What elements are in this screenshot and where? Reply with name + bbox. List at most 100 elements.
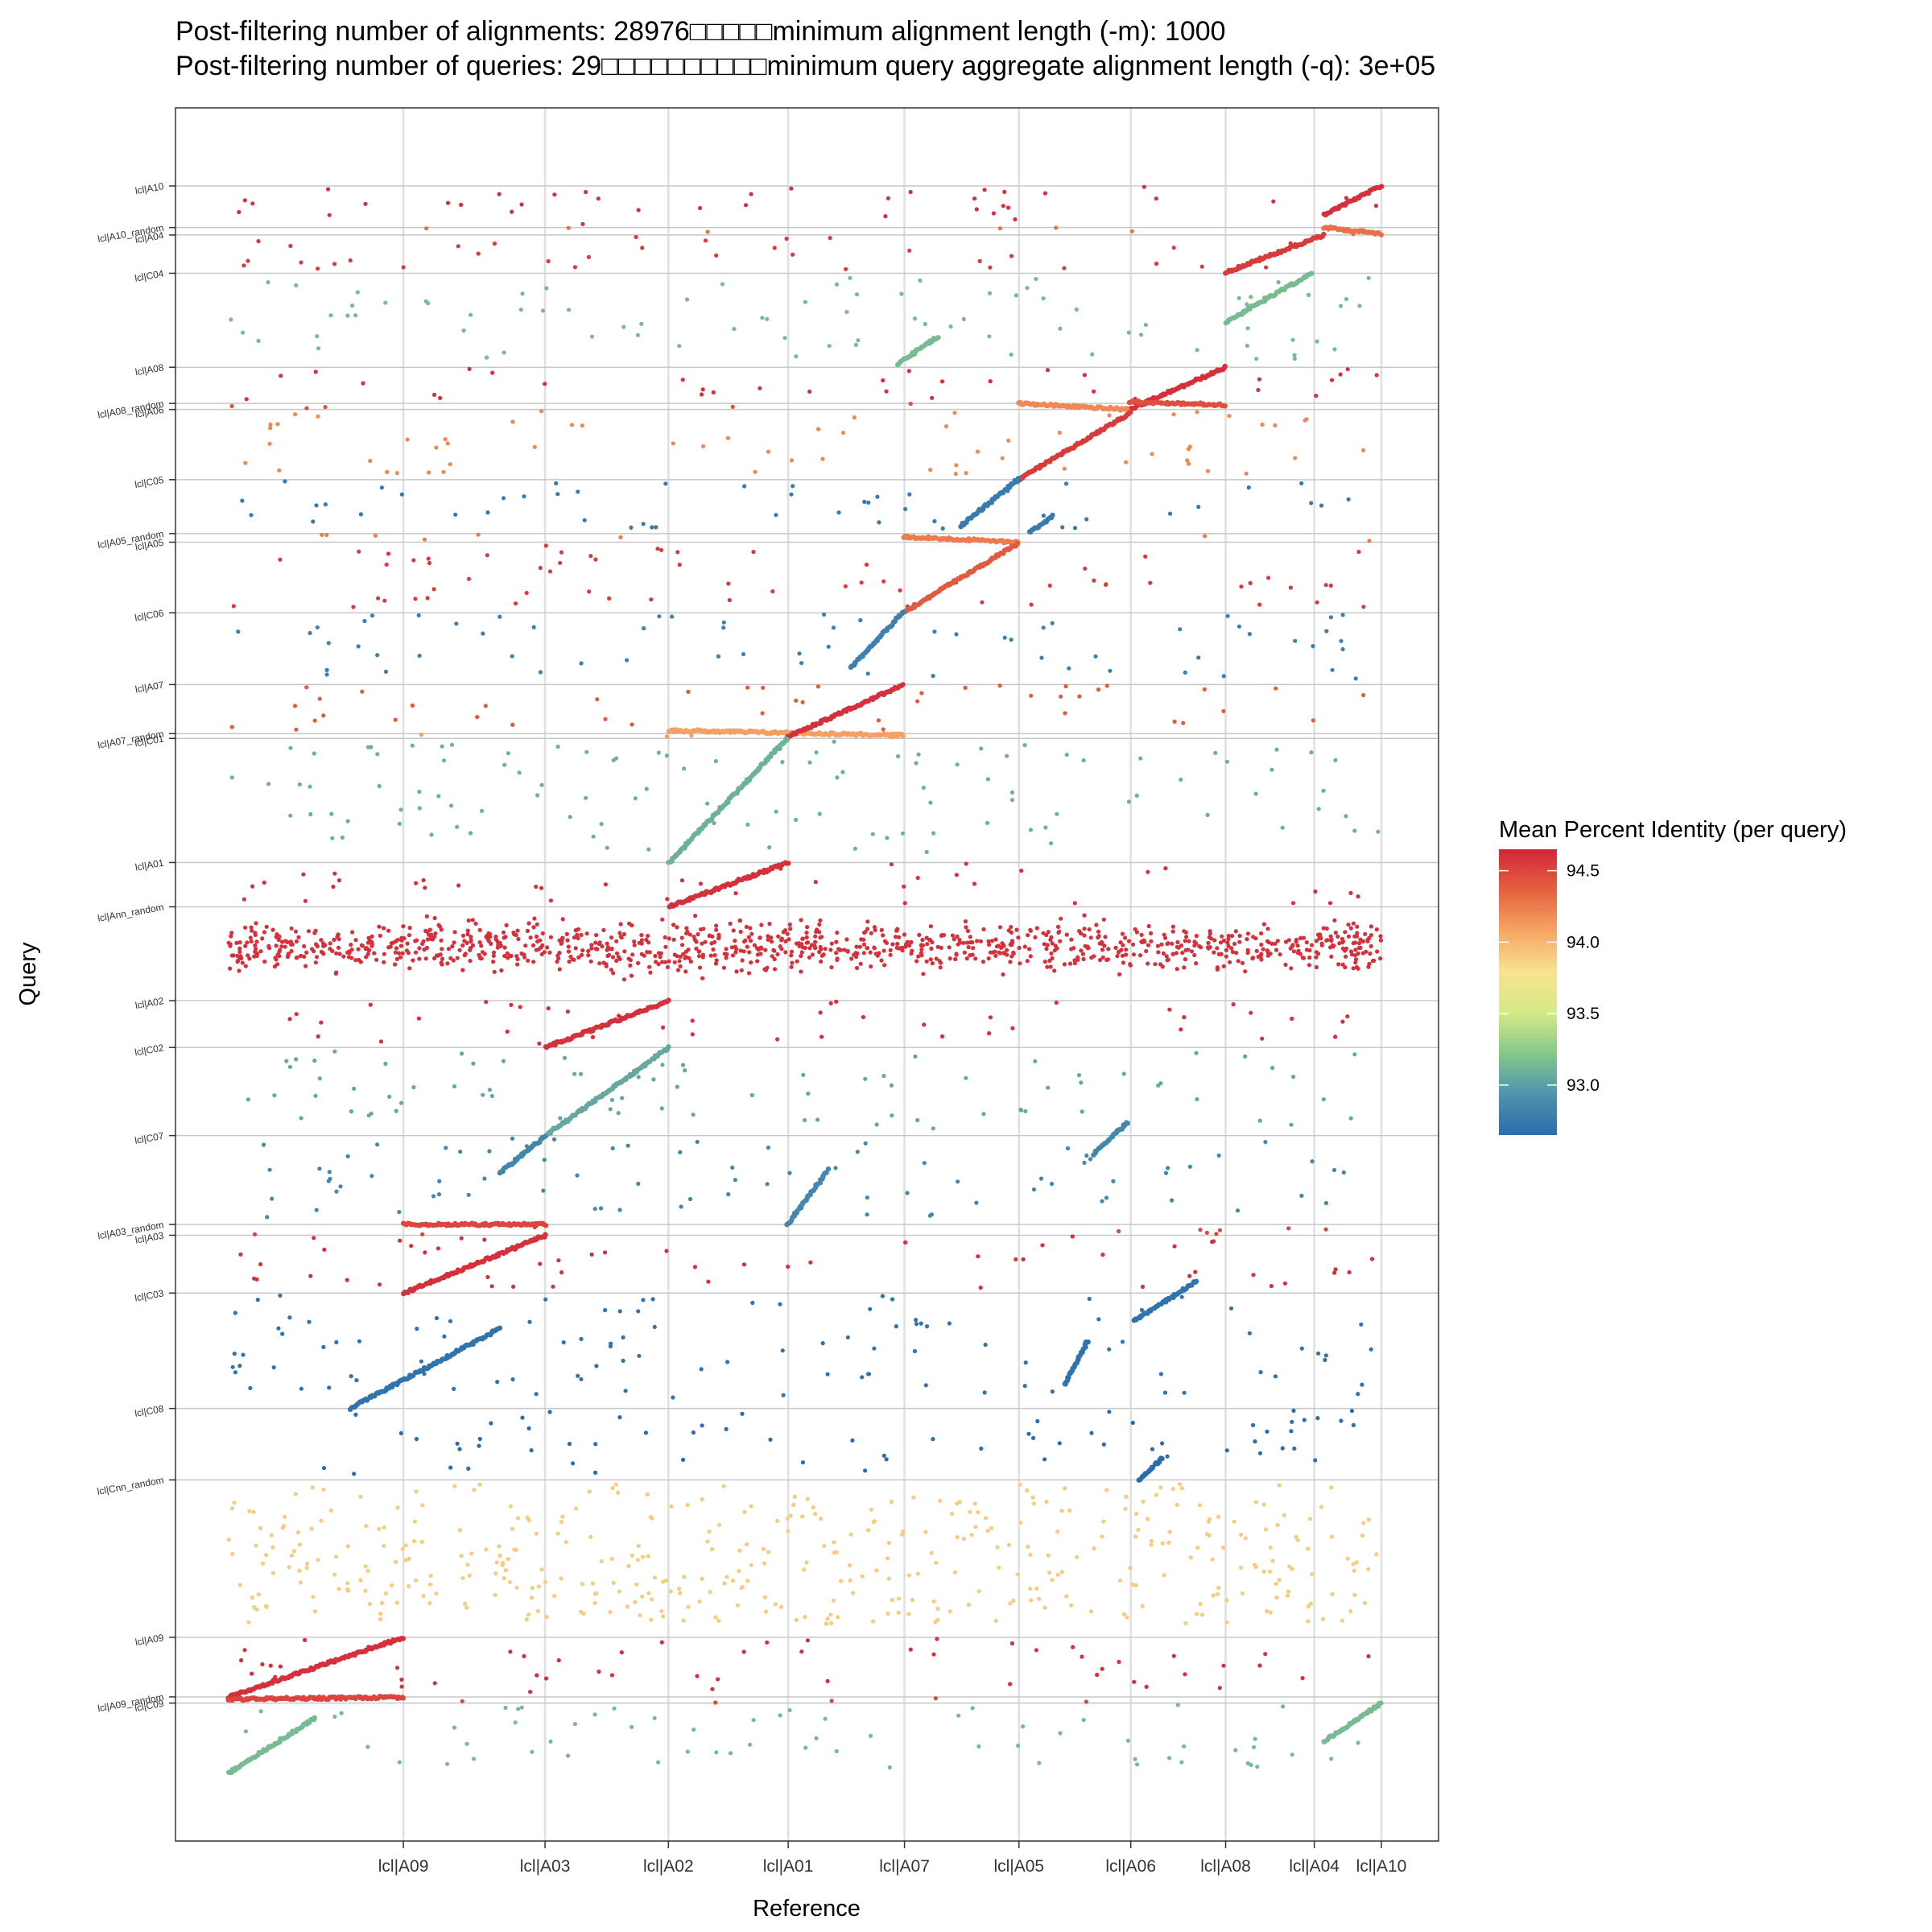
alignment-point <box>1304 940 1309 945</box>
alignment-point <box>308 1274 313 1278</box>
alignment-point <box>1344 296 1349 302</box>
alignment-point <box>881 948 886 953</box>
alignment-point <box>1309 270 1315 276</box>
alignment-point <box>669 1504 674 1509</box>
alignment-point <box>791 1502 796 1507</box>
alignment-point <box>865 1212 869 1217</box>
alignment-point <box>621 931 627 937</box>
alignment-point <box>328 313 333 318</box>
alignment-point <box>258 1525 263 1530</box>
alignment-point <box>403 1558 408 1563</box>
alignment-point <box>502 762 507 767</box>
alignment-point <box>1172 1244 1177 1249</box>
alignment-point <box>345 313 350 318</box>
alignment-point <box>531 960 536 964</box>
alignment-point <box>932 630 937 634</box>
alignment-point <box>1281 1704 1286 1709</box>
alignment-point <box>1265 1609 1269 1614</box>
alignment-point <box>1139 1307 1144 1312</box>
alignment-point <box>526 921 531 926</box>
alignment-point <box>528 1690 533 1695</box>
alignment-point <box>322 1247 327 1252</box>
alignment-point <box>273 956 278 960</box>
alignment-point <box>475 715 480 720</box>
alignment-point <box>1120 931 1125 936</box>
alignment-point <box>1243 1536 1248 1541</box>
alignment-point <box>672 952 677 957</box>
alignment-point <box>1021 1257 1026 1261</box>
alignment-point <box>367 1601 372 1606</box>
alignment-point <box>345 819 350 824</box>
alignment-point <box>731 1579 736 1583</box>
alignment-point <box>637 940 642 945</box>
x-tick-label: lcl|A04 <box>1289 1857 1340 1876</box>
alignment-point <box>423 299 428 303</box>
alignment-point <box>759 923 764 927</box>
alignment-point <box>522 1653 526 1658</box>
alignment-point <box>302 943 307 949</box>
alignment-point <box>294 727 299 732</box>
alignment-point <box>976 1510 980 1515</box>
alignment-point <box>986 956 991 961</box>
alignment-point <box>1328 615 1333 620</box>
alignment-point <box>1158 1372 1163 1377</box>
alignment-point <box>385 469 390 475</box>
alignment-point <box>894 928 899 933</box>
alignment-point <box>1197 943 1202 948</box>
alignment-point <box>1199 1612 1204 1617</box>
alignment-point <box>1062 466 1067 471</box>
alignment-point <box>1055 1529 1060 1534</box>
alignment-point <box>419 733 424 737</box>
alignment-point <box>336 933 341 938</box>
alignment-point <box>605 941 609 946</box>
alignment-point <box>1346 497 1351 502</box>
alignment-point <box>636 1309 641 1314</box>
alignment-point <box>1134 1762 1139 1767</box>
alignment-point <box>1182 1744 1187 1749</box>
alignment-point <box>1130 1420 1135 1426</box>
alignment-point <box>324 672 329 677</box>
alignment-point <box>653 960 658 964</box>
alignment-point <box>490 370 495 375</box>
alignment-point <box>229 1506 234 1511</box>
alignment-point <box>599 1558 604 1563</box>
alignment-point <box>805 1496 810 1501</box>
alignment-point <box>914 1322 919 1327</box>
alignment-point <box>676 1587 682 1591</box>
alignment-point <box>658 955 663 960</box>
alignment-point <box>321 1487 326 1492</box>
alignment-point <box>621 324 626 329</box>
alignment-point <box>855 1150 860 1154</box>
alignment-point <box>610 1146 615 1151</box>
alignment-point <box>695 1139 700 1145</box>
alignment-point <box>330 948 335 953</box>
alignment-point <box>276 937 281 943</box>
alignment-point <box>272 1093 277 1098</box>
y-tick-label: lcl|A09 <box>134 1632 165 1648</box>
alignment-point <box>1258 1370 1263 1375</box>
alignment-point <box>1257 377 1261 382</box>
chart-title-line-2: Post-filtering number of queries: 29□□□□… <box>175 51 1435 81</box>
alignment-point <box>907 492 912 497</box>
alignment-point <box>1309 501 1314 506</box>
alignment-point <box>264 1553 269 1558</box>
alignment-point <box>679 935 684 940</box>
alignment-point <box>439 938 444 943</box>
alignment-point <box>1059 1509 1064 1513</box>
alignment-point <box>237 968 242 973</box>
alignment-point <box>497 1544 502 1549</box>
alignment-point <box>865 946 870 951</box>
alignment-point <box>273 1674 278 1679</box>
alignment-point <box>1126 939 1132 943</box>
alignment-point <box>1082 1160 1087 1165</box>
alignment-point <box>836 510 841 515</box>
alignment-point <box>1038 1176 1044 1181</box>
alignment-point <box>576 1373 580 1378</box>
series-points <box>229 398 1228 411</box>
alignment-point <box>369 934 374 939</box>
alignment-point <box>1104 1488 1109 1492</box>
alignment-point <box>938 965 943 970</box>
alignment-point <box>540 308 546 313</box>
alignment-point <box>749 960 753 965</box>
alignment-point <box>654 525 658 530</box>
